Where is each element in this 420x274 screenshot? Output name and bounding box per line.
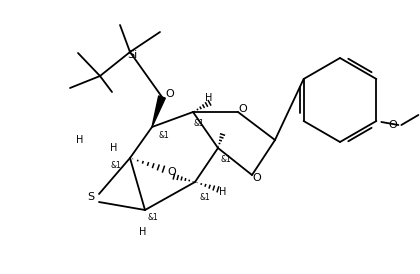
Text: H: H [110,143,118,153]
Text: Si: Si [127,50,137,60]
Text: O: O [165,89,174,99]
Text: H: H [219,187,227,197]
Text: O: O [388,120,397,130]
Text: &1: &1 [159,130,169,139]
Text: O: O [239,104,247,114]
Text: H: H [76,135,84,145]
Text: &1: &1 [194,119,205,129]
Text: &1: &1 [200,193,210,201]
Text: S: S [87,192,94,202]
Text: H: H [205,93,213,103]
Text: &1: &1 [147,213,158,222]
Polygon shape [152,96,165,127]
Text: O: O [168,167,176,177]
Text: H: H [139,227,147,237]
Text: O: O [252,173,261,183]
Text: &1: &1 [110,161,121,170]
Text: &1: &1 [220,156,231,164]
